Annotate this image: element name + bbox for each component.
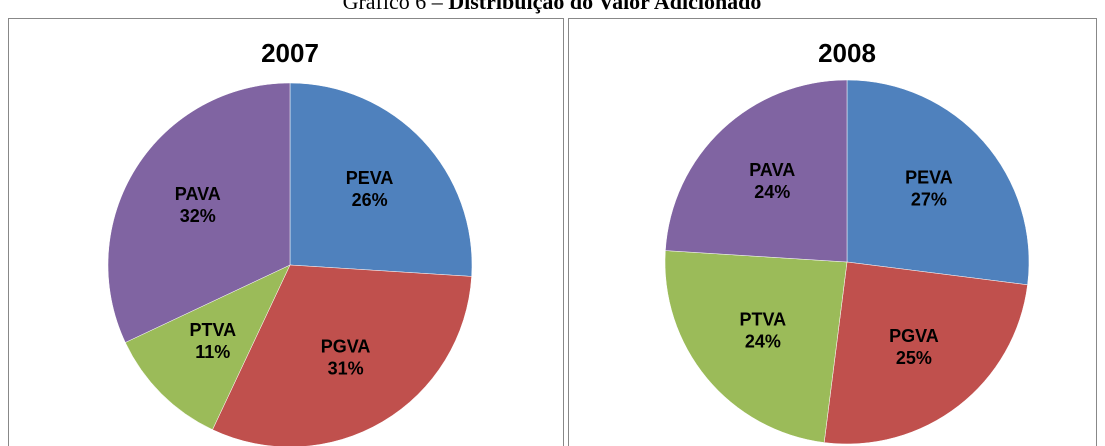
slice-category: PTVA: [189, 320, 236, 340]
chart-title: 2007: [261, 38, 319, 68]
pie-slice: [823, 261, 1028, 445]
panel: [568, 18, 1097, 446]
slice-label: 11%: [195, 342, 230, 362]
slice-category: PAVA: [749, 160, 795, 180]
slice-label: 31%: [328, 359, 364, 379]
chart-title: 2008: [818, 38, 876, 68]
slice-category: PAVA: [175, 184, 221, 204]
pie-slice: [107, 82, 291, 343]
slice-label: 32%: [180, 206, 216, 226]
pie-slice: [664, 250, 848, 443]
pie-slice: [124, 264, 291, 431]
panel: [8, 18, 564, 446]
slice-label: 24%: [754, 182, 790, 202]
caption-label: Gráfico 6 –: [343, 0, 444, 14]
slice-label: 25%: [896, 348, 932, 368]
slice-category: PTVA: [740, 309, 787, 329]
pie-slice: [289, 82, 473, 277]
slice-category: PEVA: [905, 168, 953, 188]
caption-title: Distribuição do Valor Adicionado: [448, 0, 761, 14]
caption: Gráfico 6 – Distribuição do Valor Adicio…: [343, 0, 762, 14]
slice-category: PGVA: [321, 337, 371, 357]
slice-label: 24%: [745, 331, 781, 351]
slice-label: 26%: [352, 190, 388, 210]
slice-category: PEVA: [346, 168, 394, 188]
slice-label: 27%: [911, 190, 947, 210]
pie-slice: [665, 79, 848, 263]
slice-category: PGVA: [889, 326, 939, 346]
pie-slice: [212, 264, 472, 446]
pie-slice: [846, 79, 1030, 286]
